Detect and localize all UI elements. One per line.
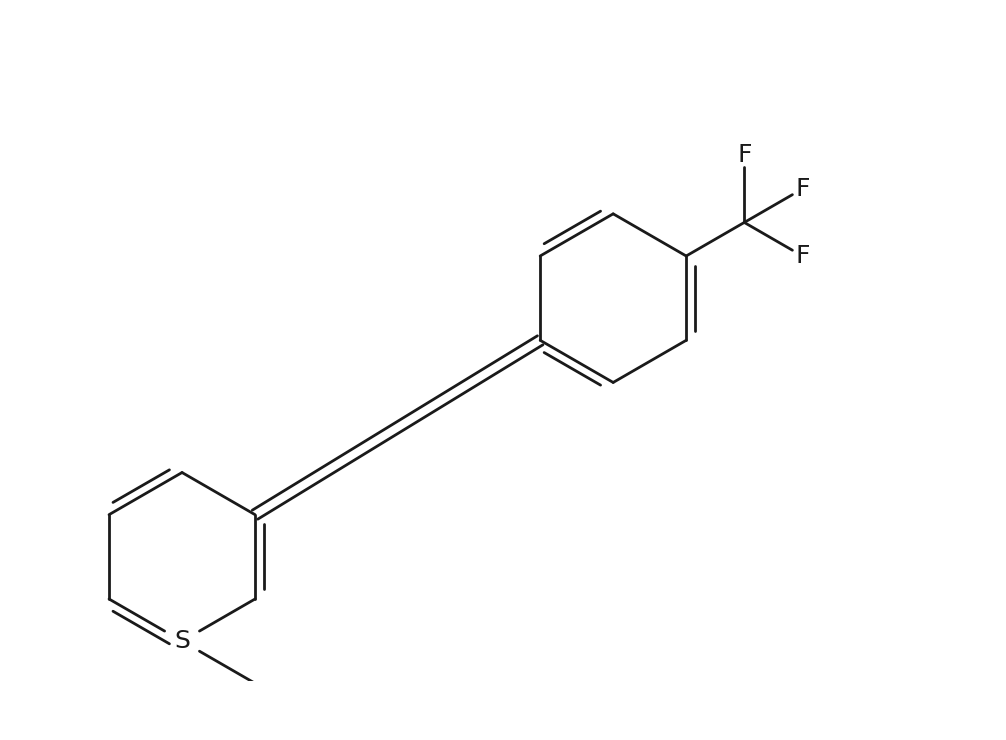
Text: F: F <box>795 244 810 268</box>
Text: F: F <box>795 177 810 201</box>
Text: F: F <box>737 144 751 167</box>
Text: S: S <box>174 629 190 653</box>
